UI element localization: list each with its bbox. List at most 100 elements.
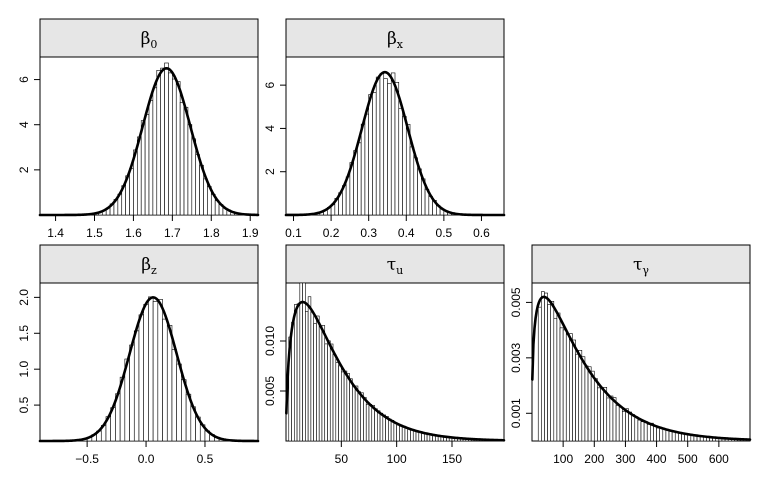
histogram-bar	[360, 392, 364, 442]
histogram-bar	[407, 428, 411, 442]
histogram-bar	[129, 168, 134, 216]
histogram-bar	[379, 412, 384, 442]
y-tick-label: 2	[17, 166, 31, 173]
panel-beta0: β0 1.4 1.5 1.6 1.7 1.8 1.9 2 4 6	[17, 18, 260, 240]
histogram-bar	[324, 343, 328, 442]
density-curve	[284, 70, 506, 217]
panel-title-subscript: γ	[642, 264, 649, 277]
histogram-bar	[357, 391, 361, 442]
histogram-bar	[640, 421, 645, 442]
histogram-bar	[412, 430, 417, 442]
histogram-bar	[335, 362, 339, 442]
axis-ticks: 50 100 150 0.005 0.010	[263, 326, 462, 466]
panel-taugamma: τγ 100 200 300 400 500 600 0.001 0.003 0.005	[509, 244, 752, 466]
histogram-bar	[603, 386, 608, 442]
x-tick-label: 1.4	[47, 226, 64, 240]
histogram-bar	[609, 395, 614, 442]
panel-title-symbol: β	[387, 29, 397, 49]
histogram-bar	[681, 433, 685, 442]
y-tick-label: 6	[263, 81, 277, 88]
histogram-bar	[354, 385, 359, 442]
histogram-bar	[398, 107, 403, 216]
y-tick-label: 4	[263, 125, 277, 132]
x-tick-label: 500	[678, 452, 698, 466]
panel-betaz: βz −0.5 0.0 0.5 0.5 1.0 1.5 2.0	[17, 244, 260, 466]
panel-title-symbol: β	[141, 255, 151, 275]
histogram-bar	[148, 296, 154, 442]
histogram-bar	[318, 325, 323, 442]
panel-title: τu	[387, 255, 404, 277]
histogram-bar	[332, 354, 337, 442]
histogram-bar	[341, 371, 345, 442]
panel-title-symbol: τ	[387, 255, 396, 275]
y-tick-label: 0.005	[263, 376, 277, 406]
histogram-bar	[597, 387, 601, 442]
x-tick-label: 200	[584, 452, 604, 466]
histogram-bar	[665, 429, 670, 442]
histogram-bar	[575, 353, 580, 442]
y-tick-label: 0.010	[263, 326, 277, 356]
histogram-bar	[565, 334, 570, 442]
histogram-bar	[299, 282, 303, 442]
histogram-bar	[382, 414, 386, 442]
histogram-bar	[409, 146, 415, 216]
histogram-bar	[302, 282, 306, 442]
histogram-bar	[375, 76, 381, 216]
y-tick-label: 0.003	[509, 343, 523, 373]
panel-tauu: τu 50 100 150 0.005 0.010	[263, 244, 506, 466]
histogram	[288, 282, 505, 442]
histogram-bar	[172, 78, 177, 216]
x-tick-label: 150	[442, 452, 462, 466]
histogram-bar	[393, 422, 397, 442]
histogram-bar	[390, 419, 395, 442]
histogram-bar	[321, 325, 326, 442]
histogram-bar	[544, 292, 548, 442]
histogram-bar	[537, 306, 542, 442]
x-tick-label: 400	[647, 452, 667, 466]
histogram-bar	[203, 178, 208, 216]
histogram-bar	[368, 94, 373, 216]
histogram-bar	[365, 404, 370, 442]
histogram-bar	[357, 142, 362, 216]
histogram-bar	[364, 113, 369, 216]
histogram-bar	[360, 123, 366, 216]
histogram-bar	[628, 411, 632, 442]
histogram-bar	[371, 404, 375, 442]
histogram-bar	[372, 92, 377, 216]
histogram-bar	[562, 329, 567, 442]
histogram-bar	[346, 373, 350, 442]
panel-title-subscript: 0	[150, 38, 157, 51]
histogram-bar	[671, 431, 676, 442]
x-tick-label: 100	[387, 452, 407, 466]
histogram-bar	[622, 411, 626, 442]
histogram-bar	[307, 296, 312, 442]
x-tick-label: 0.5	[436, 226, 453, 240]
y-tick-label: 2	[263, 168, 277, 175]
histogram-bar	[653, 425, 657, 442]
histogram-bar	[175, 81, 181, 216]
density-curve	[38, 296, 260, 443]
axis-ticks: 100 200 300 400 500 600 0.001 0.003 0.005	[509, 287, 729, 466]
histogram-bar	[129, 344, 135, 442]
histogram-bar	[162, 318, 168, 442]
x-tick-label: 0.6	[473, 226, 490, 240]
y-tick-label: 0.001	[509, 398, 523, 428]
histogram-bar	[305, 311, 309, 442]
y-tick-label: 2.0	[17, 289, 31, 306]
histogram-bar	[662, 428, 667, 442]
histogram-bar	[584, 365, 589, 442]
x-tick-label: 0.2	[323, 226, 340, 240]
histogram-bar	[396, 424, 400, 442]
histogram-bar	[413, 157, 418, 216]
x-tick-label: 50	[335, 452, 349, 466]
density-curve	[285, 300, 506, 442]
x-tick-label: 100	[553, 452, 573, 466]
histogram-bar	[313, 323, 317, 442]
histogram-bar	[143, 304, 149, 442]
histogram-bar	[590, 370, 595, 442]
histogram-bar	[606, 397, 611, 442]
x-tick-label: 1.8	[203, 226, 220, 240]
histogram-bar	[593, 378, 598, 442]
y-tick-label: 0.005	[509, 287, 523, 317]
panel-strip	[531, 244, 751, 284]
